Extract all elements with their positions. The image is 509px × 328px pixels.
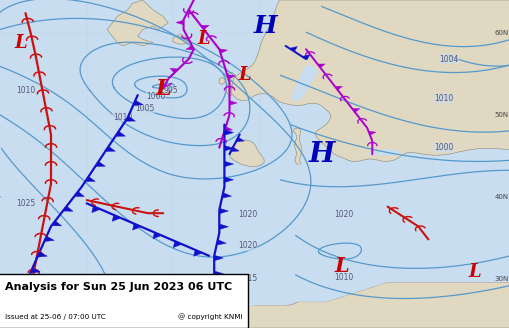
Polygon shape <box>219 164 509 328</box>
Polygon shape <box>219 208 228 214</box>
Polygon shape <box>115 131 125 136</box>
Polygon shape <box>227 74 235 79</box>
Polygon shape <box>51 221 62 226</box>
Polygon shape <box>224 177 233 182</box>
Polygon shape <box>107 0 168 46</box>
Polygon shape <box>368 131 375 135</box>
Text: 1010: 1010 <box>334 273 353 282</box>
Polygon shape <box>231 147 239 152</box>
Polygon shape <box>105 146 115 152</box>
Polygon shape <box>290 66 317 101</box>
Polygon shape <box>219 224 228 230</box>
Text: 995: 995 <box>163 86 178 95</box>
Polygon shape <box>63 206 73 211</box>
Polygon shape <box>224 146 233 151</box>
Polygon shape <box>95 161 105 167</box>
Polygon shape <box>27 284 37 289</box>
Polygon shape <box>30 268 40 273</box>
Polygon shape <box>169 68 178 73</box>
Polygon shape <box>216 240 226 245</box>
Text: 50N: 50N <box>494 112 508 118</box>
Polygon shape <box>214 271 223 277</box>
Polygon shape <box>44 236 54 241</box>
Polygon shape <box>293 128 301 167</box>
Polygon shape <box>172 34 188 44</box>
Polygon shape <box>92 206 100 213</box>
Text: 1010: 1010 <box>16 86 35 95</box>
Text: 1005: 1005 <box>135 104 155 113</box>
Polygon shape <box>229 101 237 105</box>
Text: 1020: 1020 <box>237 210 257 219</box>
Polygon shape <box>218 318 228 323</box>
Text: L: L <box>334 256 348 276</box>
Polygon shape <box>214 255 223 261</box>
Text: 1010: 1010 <box>112 113 132 122</box>
Polygon shape <box>352 109 359 113</box>
Polygon shape <box>231 0 509 161</box>
Text: 1004: 1004 <box>438 54 458 64</box>
FancyBboxPatch shape <box>0 274 248 328</box>
Polygon shape <box>317 64 325 68</box>
Text: Analysis for Sun 25 Jun 2023 06 UTC: Analysis for Sun 25 Jun 2023 06 UTC <box>5 282 232 292</box>
Polygon shape <box>214 302 223 308</box>
Text: @ copyright KNMI: @ copyright KNMI <box>177 313 242 320</box>
Text: L: L <box>155 77 171 100</box>
Text: L: L <box>238 67 250 84</box>
Polygon shape <box>236 137 244 142</box>
Polygon shape <box>25 300 35 306</box>
Text: 1000: 1000 <box>146 92 165 101</box>
Polygon shape <box>224 282 509 328</box>
Polygon shape <box>271 26 291 57</box>
Polygon shape <box>85 176 95 182</box>
Text: L: L <box>467 263 479 281</box>
Polygon shape <box>365 149 401 156</box>
Text: 1015: 1015 <box>237 274 257 283</box>
Polygon shape <box>219 49 227 53</box>
Text: H: H <box>307 141 334 168</box>
Polygon shape <box>218 77 225 84</box>
Polygon shape <box>225 72 236 96</box>
Polygon shape <box>153 233 161 239</box>
Text: L: L <box>197 31 210 48</box>
Polygon shape <box>334 86 342 90</box>
Text: 1000: 1000 <box>433 143 453 152</box>
Polygon shape <box>176 20 183 25</box>
Polygon shape <box>193 250 202 256</box>
Polygon shape <box>221 193 231 198</box>
Text: Issued at 25-06 / 07:00 UTC: Issued at 25-06 / 07:00 UTC <box>5 314 106 320</box>
Polygon shape <box>224 127 232 131</box>
Polygon shape <box>37 252 47 257</box>
Polygon shape <box>173 241 182 248</box>
Polygon shape <box>288 26 301 52</box>
Text: 1025: 1025 <box>16 199 35 208</box>
Text: 30N: 30N <box>494 276 508 282</box>
Text: 60N: 60N <box>494 30 508 36</box>
Polygon shape <box>112 215 121 221</box>
Polygon shape <box>185 46 194 50</box>
Polygon shape <box>74 192 84 196</box>
Text: H: H <box>253 14 276 38</box>
Text: 1020: 1020 <box>334 210 353 219</box>
Text: L: L <box>14 34 26 51</box>
Polygon shape <box>224 130 233 135</box>
Text: 1020: 1020 <box>237 241 257 251</box>
Polygon shape <box>214 287 223 292</box>
Polygon shape <box>201 25 209 30</box>
Polygon shape <box>125 116 135 121</box>
Polygon shape <box>301 55 309 60</box>
Text: 1010: 1010 <box>433 94 453 103</box>
Polygon shape <box>289 47 297 51</box>
Polygon shape <box>132 224 141 230</box>
Polygon shape <box>229 140 264 167</box>
Text: 40N: 40N <box>494 194 508 200</box>
Polygon shape <box>133 100 143 106</box>
Polygon shape <box>224 161 233 167</box>
